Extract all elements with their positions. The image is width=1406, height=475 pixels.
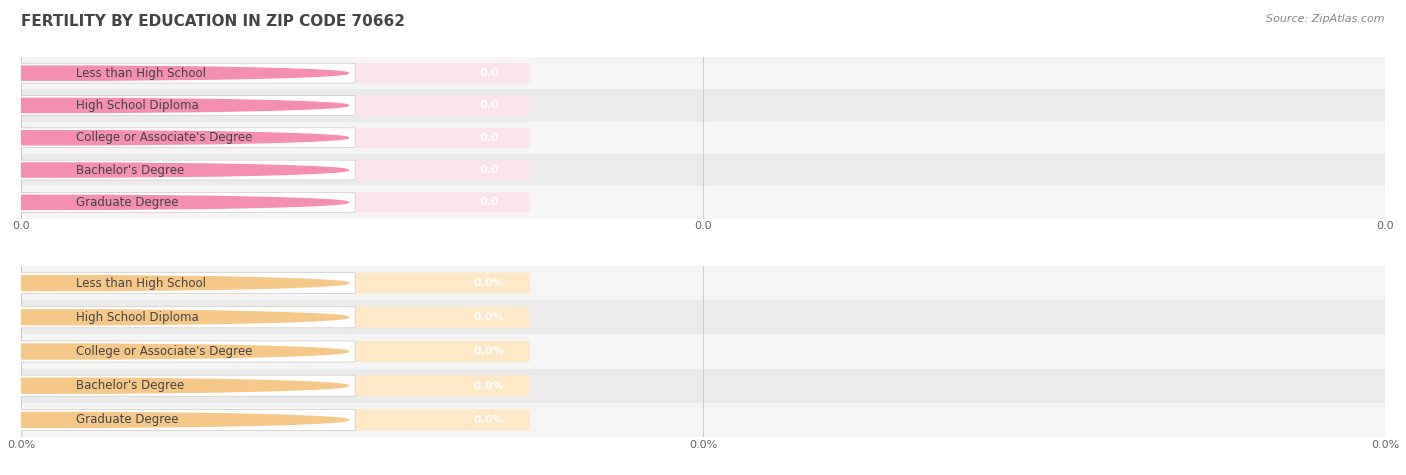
- FancyBboxPatch shape: [13, 273, 530, 294]
- FancyBboxPatch shape: [13, 307, 530, 328]
- Text: Less than High School: Less than High School: [76, 66, 205, 80]
- Circle shape: [0, 163, 349, 177]
- FancyBboxPatch shape: [13, 192, 356, 212]
- Text: 0.0: 0.0: [479, 100, 499, 111]
- FancyBboxPatch shape: [13, 128, 37, 148]
- Text: 0.0%: 0.0%: [474, 380, 505, 391]
- Circle shape: [0, 344, 349, 359]
- Circle shape: [0, 131, 349, 145]
- Text: College or Associate's Degree: College or Associate's Degree: [76, 345, 252, 358]
- FancyBboxPatch shape: [13, 409, 356, 430]
- FancyBboxPatch shape: [13, 307, 356, 328]
- FancyBboxPatch shape: [13, 128, 530, 148]
- Text: Bachelor's Degree: Bachelor's Degree: [76, 379, 184, 392]
- Text: FERTILITY BY EDUCATION IN ZIP CODE 70662: FERTILITY BY EDUCATION IN ZIP CODE 70662: [21, 14, 405, 29]
- Bar: [21, 403, 1385, 437]
- Text: Graduate Degree: Graduate Degree: [76, 413, 179, 427]
- Bar: [21, 334, 1385, 369]
- Text: Bachelor's Degree: Bachelor's Degree: [76, 163, 184, 177]
- FancyBboxPatch shape: [13, 375, 356, 396]
- FancyBboxPatch shape: [13, 63, 356, 83]
- Circle shape: [0, 310, 349, 325]
- FancyBboxPatch shape: [13, 341, 356, 362]
- FancyBboxPatch shape: [13, 160, 356, 180]
- FancyBboxPatch shape: [13, 273, 356, 294]
- FancyBboxPatch shape: [13, 160, 530, 180]
- Circle shape: [0, 378, 349, 393]
- Bar: [21, 186, 1385, 219]
- FancyBboxPatch shape: [13, 95, 530, 115]
- FancyBboxPatch shape: [13, 341, 37, 362]
- Text: College or Associate's Degree: College or Associate's Degree: [76, 131, 252, 144]
- FancyBboxPatch shape: [13, 95, 37, 115]
- FancyBboxPatch shape: [13, 375, 530, 396]
- Text: 0.0: 0.0: [479, 197, 499, 208]
- Circle shape: [0, 66, 349, 80]
- Bar: [21, 266, 1385, 300]
- Bar: [21, 369, 1385, 403]
- Text: 0.0%: 0.0%: [474, 278, 505, 288]
- FancyBboxPatch shape: [13, 192, 530, 212]
- Text: 0.0: 0.0: [479, 133, 499, 143]
- Circle shape: [0, 195, 349, 209]
- Text: Source: ZipAtlas.com: Source: ZipAtlas.com: [1267, 14, 1385, 24]
- FancyBboxPatch shape: [13, 160, 37, 180]
- Text: 0.0%: 0.0%: [474, 415, 505, 425]
- Text: High School Diploma: High School Diploma: [76, 99, 198, 112]
- Circle shape: [0, 98, 349, 113]
- Text: 0.0: 0.0: [479, 68, 499, 78]
- Text: Less than High School: Less than High School: [76, 276, 205, 290]
- Text: Graduate Degree: Graduate Degree: [76, 196, 179, 209]
- FancyBboxPatch shape: [13, 341, 530, 362]
- Text: 0.0%: 0.0%: [474, 312, 505, 323]
- FancyBboxPatch shape: [13, 95, 356, 115]
- Circle shape: [0, 412, 349, 428]
- Bar: [21, 300, 1385, 334]
- Bar: [21, 154, 1385, 186]
- FancyBboxPatch shape: [13, 128, 356, 148]
- Bar: [21, 57, 1385, 89]
- FancyBboxPatch shape: [13, 273, 37, 294]
- Text: 0.0%: 0.0%: [474, 346, 505, 357]
- FancyBboxPatch shape: [13, 409, 37, 430]
- FancyBboxPatch shape: [13, 63, 37, 83]
- Circle shape: [0, 276, 349, 291]
- FancyBboxPatch shape: [13, 375, 37, 396]
- Bar: [21, 89, 1385, 122]
- FancyBboxPatch shape: [13, 63, 530, 83]
- FancyBboxPatch shape: [13, 307, 37, 328]
- FancyBboxPatch shape: [13, 409, 530, 430]
- Bar: [21, 122, 1385, 154]
- Text: 0.0: 0.0: [479, 165, 499, 175]
- FancyBboxPatch shape: [13, 192, 37, 212]
- Text: High School Diploma: High School Diploma: [76, 311, 198, 324]
